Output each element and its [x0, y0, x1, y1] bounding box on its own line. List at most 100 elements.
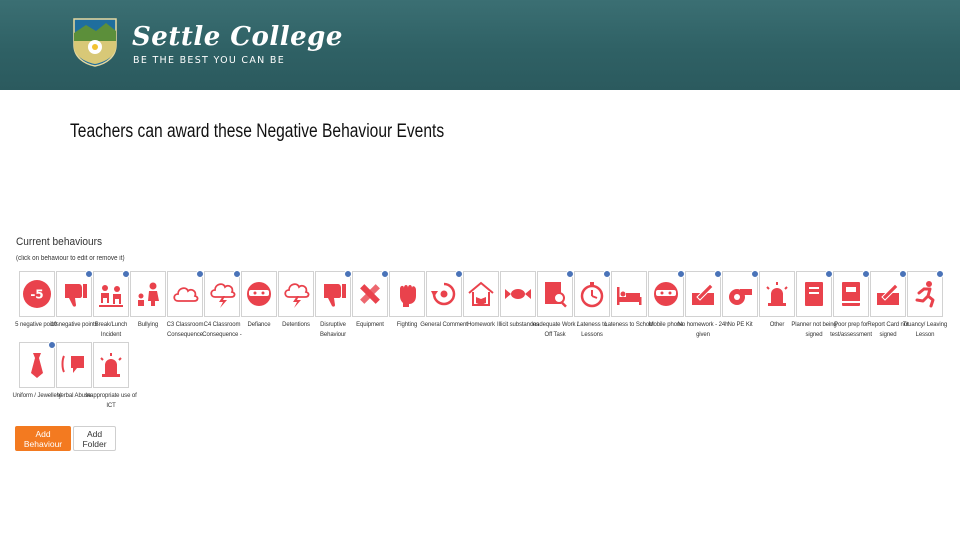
behaviour-tile[interactable] — [56, 342, 92, 388]
cloud-icon — [173, 287, 199, 302]
thumbs-down-icon — [65, 284, 87, 307]
behaviour-item[interactable]: Equipment — [352, 270, 389, 328]
ninja-icon — [654, 282, 678, 306]
behaviour-item[interactable]: Defiance — [241, 271, 277, 328]
behaviour-tile[interactable] — [907, 270, 944, 317]
behaviour-item[interactable]: Illicit substances — [497, 271, 539, 328]
add-behaviour-button[interactable]: Add Behaviour — [15, 426, 71, 451]
behaviour-tile[interactable] — [315, 270, 352, 317]
behaviour-tile[interactable] — [500, 271, 536, 317]
folder-badge-icon — [233, 270, 241, 278]
behaviour-item[interactable]: Other — [759, 271, 795, 328]
folder-badge-icon — [751, 270, 759, 278]
behaviour-item[interactable]: -5 5 negative points — [15, 271, 59, 328]
behaviour-tile[interactable] — [870, 270, 907, 317]
behaviour-label: Lateness to School — [604, 322, 654, 328]
behaviour-label: No homework - 24h given — [677, 322, 729, 338]
behaviour-tile[interactable] — [93, 270, 130, 317]
behaviour-item[interactable]: Inappropriate use of ICT — [85, 342, 137, 409]
behaviour-tile[interactable] — [19, 341, 56, 388]
behaviour-tile[interactable] — [759, 271, 795, 317]
minus-five-points-icon: -5 — [23, 280, 51, 308]
behaviour-tile[interactable]: -5 — [19, 271, 55, 317]
book-icon — [842, 282, 860, 306]
whistle-icon — [729, 289, 752, 305]
behaviour-tile[interactable] — [130, 271, 166, 317]
behaviour-label: Poor prep for test/assessment — [830, 322, 872, 338]
behaviour-tile[interactable] — [611, 271, 647, 317]
folder-badge-icon — [85, 270, 93, 278]
behaviour-tile[interactable] — [389, 271, 425, 317]
folder-badge-icon — [936, 270, 944, 278]
behaviour-tile[interactable] — [833, 270, 870, 317]
behaviour-tile[interactable] — [93, 342, 129, 388]
refresh-comment-icon — [431, 282, 456, 306]
behaviour-tile[interactable] — [463, 271, 499, 317]
brand-name: Settle College — [132, 22, 343, 52]
folder-badge-icon — [899, 270, 907, 278]
folder-badge-icon — [381, 270, 389, 278]
folder-badge-icon — [677, 270, 685, 278]
behaviour-label: Lateness to Lessons — [577, 322, 607, 338]
speech-icon — [61, 355, 84, 373]
behaviour-label: Fighting — [396, 322, 418, 328]
behaviour-item[interactable]: Detentions — [278, 271, 314, 328]
behaviour-tile[interactable] — [278, 271, 314, 317]
folder-badge-icon — [714, 270, 722, 278]
brand-tagline: BE THE BEST YOU CAN BE — [133, 55, 285, 66]
behaviour-item[interactable]: Inadequate Work / Off Task — [531, 270, 579, 338]
behaviour-item[interactable]: 10 negative points — [51, 270, 98, 328]
behaviour-tile[interactable] — [241, 271, 277, 317]
behaviour-item[interactable]: General Comment — [420, 270, 468, 328]
behaviour-item[interactable]: Uniform / Jewellery — [12, 341, 62, 399]
folder-badge-icon — [122, 270, 130, 278]
behaviour-item[interactable]: C3 Classroom Consequence — [167, 270, 204, 338]
behaviour-item[interactable]: Disruptive Behaviour — [315, 270, 352, 338]
folder-badge-icon — [825, 270, 833, 278]
behaviour-item[interactable]: Planner not being signed — [791, 270, 837, 338]
behaviour-item[interactable]: Verbal Abuse — [56, 342, 92, 399]
behaviour-tile[interactable] — [796, 270, 833, 317]
folder-badge-icon — [455, 270, 463, 278]
document-search-icon — [545, 282, 567, 308]
behaviour-label: Inadequate Work / Off Task — [531, 322, 579, 338]
behaviour-tile[interactable] — [167, 270, 204, 317]
behaviour-tile[interactable] — [204, 270, 241, 317]
behaviour-item[interactable]: Lateness to School — [604, 271, 654, 328]
behaviour-tile[interactable] — [648, 270, 685, 317]
thumbs-down-icon — [324, 284, 346, 307]
behaviour-item[interactable]: Lateness to Lessons — [574, 270, 611, 338]
behaviour-item[interactable]: Bullying — [130, 271, 166, 328]
college-crest-icon — [73, 18, 117, 67]
siren-icon — [100, 353, 122, 377]
behaviour-item[interactable]: Poor prep for test/assessment — [830, 270, 872, 338]
folder-badge-icon — [196, 270, 204, 278]
folder-badge-icon — [862, 270, 870, 278]
behaviour-item[interactable]: Report Card not signed — [867, 270, 909, 338]
behaviour-tile[interactable] — [56, 270, 93, 317]
add-folder-button[interactable]: Add Folder — [73, 426, 116, 451]
behaviour-tile[interactable] — [574, 270, 611, 317]
behaviour-label: Defiance — [247, 322, 271, 328]
behaviour-label: Bullying — [137, 322, 159, 328]
folder-badge-icon — [48, 341, 56, 349]
playground-incident-icon — [99, 285, 123, 307]
behaviour-item[interactable]: C4 Classroom Consequence - — [202, 270, 242, 338]
candy-icon — [505, 289, 531, 299]
behaviour-item[interactable]: No homework - 24h given — [678, 270, 728, 338]
behaviour-tile[interactable] — [537, 270, 574, 317]
behaviour-label: Other — [769, 322, 785, 328]
siren-icon — [766, 282, 788, 306]
panel-title: Current behaviours — [16, 236, 103, 248]
behaviour-item[interactable]: Break/Lunch Incident — [93, 270, 130, 338]
behaviour-item[interactable]: Homework — [463, 271, 499, 328]
behaviour-tile[interactable] — [685, 270, 722, 317]
behaviour-tile[interactable] — [426, 270, 463, 317]
behaviour-item[interactable]: No PE Kit — [722, 270, 759, 328]
behaviour-item[interactable]: Truancy/ Leaving Lesson — [903, 270, 947, 338]
behaviour-tile[interactable] — [722, 270, 759, 317]
behaviour-label: C4 Classroom Consequence - — [202, 322, 242, 338]
behaviour-tile[interactable] — [352, 270, 389, 317]
behaviour-item[interactable]: Fighting — [389, 271, 425, 328]
behaviour-item[interactable]: Mobile phone — [648, 270, 685, 328]
